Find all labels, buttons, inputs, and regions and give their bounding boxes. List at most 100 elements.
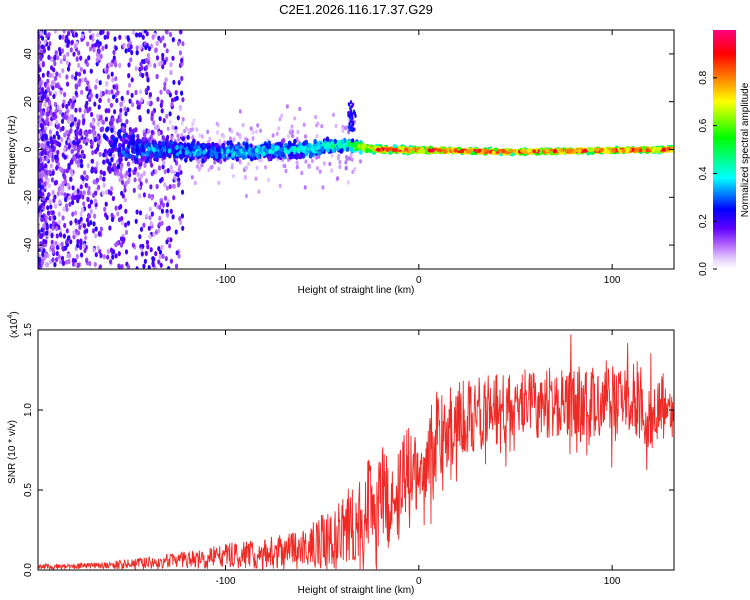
spectrogram-cell	[165, 239, 169, 245]
spectrogram-cell	[58, 109, 63, 115]
spectrogram-cell	[147, 265, 151, 269]
spectrogram-cell	[51, 210, 55, 216]
spectrogram-cell	[169, 208, 173, 214]
spectrogram-cell	[134, 218, 138, 224]
spectrogram-cell	[47, 183, 52, 189]
snr-marks	[38, 334, 674, 570]
spectrogram-cell	[281, 138, 285, 144]
spectrogram-cell	[214, 142, 218, 148]
spectrogram-cell	[163, 195, 168, 201]
spectrogram-cell	[71, 199, 75, 206]
spectrogram-cell	[38, 190, 41, 196]
spectrogram-cell	[55, 124, 60, 130]
spectrogram-cell	[60, 241, 64, 247]
spectrogram-cell	[188, 146, 193, 152]
spectrogram-cell	[236, 150, 241, 157]
spectrogram-cell	[241, 123, 245, 128]
spectrogram-cell	[347, 102, 351, 107]
spectrogram-cell	[190, 175, 194, 180]
spectrogram-cell	[359, 149, 363, 155]
spectrogram-cell	[62, 30, 66, 34]
spectrogram-cell	[104, 135, 109, 141]
spectrogram-cell	[109, 247, 114, 253]
spectrogram-cell	[257, 189, 261, 194]
spectrogram-cell	[334, 123, 338, 129]
spectrogram-cell	[110, 147, 115, 153]
spectrogram-cell	[128, 82, 132, 88]
spectrogram-cell	[54, 154, 59, 160]
spectrogram-cell	[303, 140, 308, 146]
spectrogram-cell	[215, 121, 219, 127]
spectrogram-cell	[277, 149, 282, 155]
spectrogram-cell	[49, 204, 53, 210]
spectrogram-cell	[97, 139, 101, 145]
spectrogram-cell	[68, 253, 72, 259]
spectrogram-cell	[110, 62, 114, 68]
spectrogram-cell	[203, 156, 208, 162]
spectrogram-cell	[247, 161, 251, 167]
spectrogram-cell	[124, 48, 128, 54]
spectrogram-cell	[228, 136, 232, 141]
spectrogram-cell	[76, 198, 80, 204]
spectrogram-cell	[523, 150, 528, 155]
spectrogram-cell	[251, 148, 255, 154]
spectrogram-cell	[57, 254, 61, 260]
spectrogram-cell	[47, 45, 51, 51]
spectrogram-cell	[168, 31, 173, 38]
spectrogram-cell	[256, 154, 260, 160]
spectrogram-cell	[87, 221, 91, 227]
spectrogram-cell	[79, 184, 83, 190]
spectrogram-cell	[94, 84, 98, 90]
spectrogram-cell	[326, 147, 330, 153]
spectrogram-cell	[93, 198, 98, 204]
spectrogram-cell	[583, 148, 588, 153]
spectrogram-cell	[93, 213, 97, 219]
spectrogram-cell	[229, 140, 233, 146]
spectrogram-cell	[296, 129, 300, 135]
spectrogram-cell	[69, 159, 74, 165]
spectrogram-cell	[89, 34, 93, 40]
spectrogram-cell	[106, 34, 110, 40]
spectrogram-cell	[115, 240, 120, 246]
spectrogram-cell	[135, 144, 139, 150]
spectrogram-cell	[51, 85, 55, 91]
spectrogram-cell	[245, 137, 249, 143]
spectrogram-cell	[51, 220, 56, 226]
spectrogram-cell	[295, 160, 299, 165]
spectrogram-cell	[341, 124, 345, 129]
spectrogram-cell	[245, 144, 249, 150]
spectrogram-cell	[148, 92, 152, 98]
spectrogram-cell	[114, 146, 118, 152]
spectrogram-cell	[124, 249, 129, 255]
spectrogram-cell	[351, 142, 356, 149]
spectrogram-cell	[117, 142, 122, 148]
spectrogram-cell	[126, 43, 130, 49]
spectrogram-cell	[130, 135, 134, 141]
spectrogram-y-label: Frequency (Hz)	[7, 116, 18, 185]
spectrogram-cell	[70, 148, 74, 154]
spectrogram-cell	[229, 144, 233, 150]
spectrogram-cell	[74, 107, 78, 113]
spectrogram-cell	[55, 257, 59, 263]
spectrogram-cell	[71, 101, 75, 108]
spectrogram-cell	[50, 177, 55, 183]
spectrogram-cell	[130, 49, 134, 56]
spectrogram-cell	[320, 124, 324, 129]
spectrogram-cell	[56, 55, 60, 61]
spectrogram-cell	[77, 62, 81, 68]
spectrogram-cell	[165, 185, 169, 191]
spectrogram-cell	[121, 143, 126, 149]
spectrogram-cell	[95, 177, 100, 183]
spectrogram-cell	[45, 111, 49, 117]
spectrogram-cell	[251, 136, 255, 141]
spectrogram-cell	[180, 75, 184, 82]
spectrogram-cell	[65, 228, 69, 234]
spectrogram-cell	[91, 120, 95, 126]
spectrogram-cell	[53, 203, 58, 209]
spectrogram-cell	[90, 111, 94, 118]
spectrogram-cell	[42, 248, 46, 254]
spectrogram-cell	[123, 106, 127, 112]
spectrogram-cell	[38, 157, 41, 164]
spectrogram-cell	[142, 170, 146, 176]
spectrogram-cell	[123, 197, 127, 203]
